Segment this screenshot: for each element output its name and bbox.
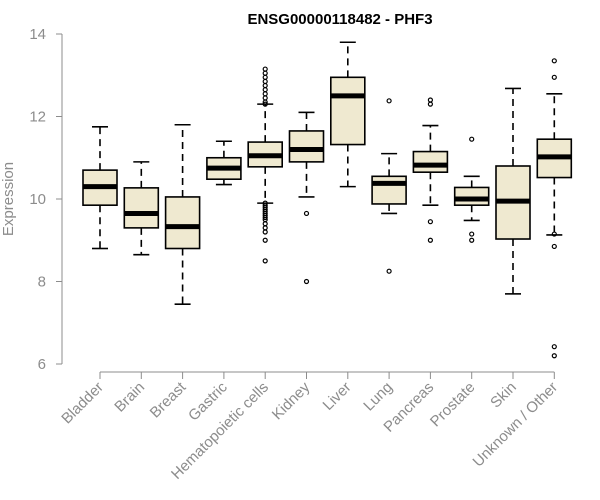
box-body bbox=[329, 76, 366, 146]
box-group bbox=[164, 123, 201, 305]
y-tick-label: 8 bbox=[38, 274, 46, 291]
outlier-point bbox=[262, 70, 268, 76]
outlier-point bbox=[262, 82, 268, 89]
outlier-point bbox=[551, 74, 557, 80]
y-tick-label: 6 bbox=[38, 356, 46, 373]
outlier-point bbox=[262, 229, 268, 235]
box-body bbox=[412, 150, 449, 173]
outlier-point bbox=[262, 95, 268, 101]
x-tick-label: Liver bbox=[320, 379, 355, 414]
y-tick-label: 10 bbox=[29, 191, 46, 208]
outlier-point bbox=[427, 97, 433, 103]
outlier-point bbox=[303, 210, 310, 217]
outlier-point bbox=[427, 237, 433, 243]
box-group bbox=[412, 97, 449, 243]
outlier-point bbox=[262, 237, 268, 243]
boxes bbox=[82, 41, 573, 359]
box-body bbox=[453, 186, 490, 206]
outlier-point bbox=[262, 91, 268, 97]
box-group bbox=[329, 41, 366, 188]
outlier-point bbox=[262, 87, 268, 93]
outlier-point bbox=[469, 231, 475, 237]
box-body bbox=[164, 196, 201, 250]
outlier-point bbox=[386, 268, 392, 274]
outlier-point bbox=[551, 344, 557, 350]
box-group bbox=[371, 98, 407, 274]
box-body bbox=[371, 175, 407, 205]
box-group bbox=[453, 136, 490, 243]
outlier-point bbox=[469, 136, 475, 142]
x-tick-label: Skin bbox=[487, 379, 520, 412]
box-group bbox=[495, 87, 531, 295]
outlier-point bbox=[303, 278, 310, 285]
outlier-point bbox=[262, 200, 268, 206]
y-axis: 6 8 10 12 14 bbox=[29, 26, 63, 373]
outlier-point bbox=[262, 202, 268, 208]
box-body bbox=[123, 187, 160, 229]
box-group bbox=[247, 66, 283, 264]
outlier-point bbox=[427, 219, 433, 225]
outlier-point bbox=[262, 78, 268, 85]
x-tick-label: Brain bbox=[111, 379, 148, 416]
x-tick-label: Breast bbox=[147, 378, 190, 421]
outlier-point bbox=[262, 225, 268, 231]
outlier-point bbox=[427, 101, 433, 107]
y-tick-label: 14 bbox=[29, 26, 46, 43]
x-tick-label: Kidney bbox=[269, 378, 314, 423]
box-group bbox=[536, 58, 573, 359]
box-group bbox=[123, 161, 160, 256]
outlier-point bbox=[386, 98, 392, 104]
outlier-point bbox=[262, 74, 268, 80]
y-tick-label: 12 bbox=[29, 109, 46, 126]
box-group bbox=[82, 126, 118, 250]
x-tick-label: Bladder bbox=[58, 379, 107, 428]
x-tick-label: Prostate bbox=[427, 379, 479, 431]
outlier-point bbox=[262, 66, 268, 72]
y-axis-label: Expression bbox=[0, 162, 17, 236]
outlier-point bbox=[262, 258, 268, 264]
outlier-point bbox=[551, 58, 557, 64]
box-body bbox=[288, 130, 325, 163]
outlier-point bbox=[551, 353, 557, 359]
outlier-point bbox=[551, 231, 557, 237]
outlier-point bbox=[469, 237, 475, 243]
x-tick-label: Lung bbox=[360, 379, 396, 415]
chart-title: ENSG00000118482 - PHF3 bbox=[247, 11, 432, 28]
box-group bbox=[206, 140, 242, 186]
outlier-point bbox=[262, 101, 268, 107]
outlier-point bbox=[551, 243, 557, 250]
outlier-point bbox=[262, 221, 268, 227]
box-group bbox=[288, 111, 325, 285]
